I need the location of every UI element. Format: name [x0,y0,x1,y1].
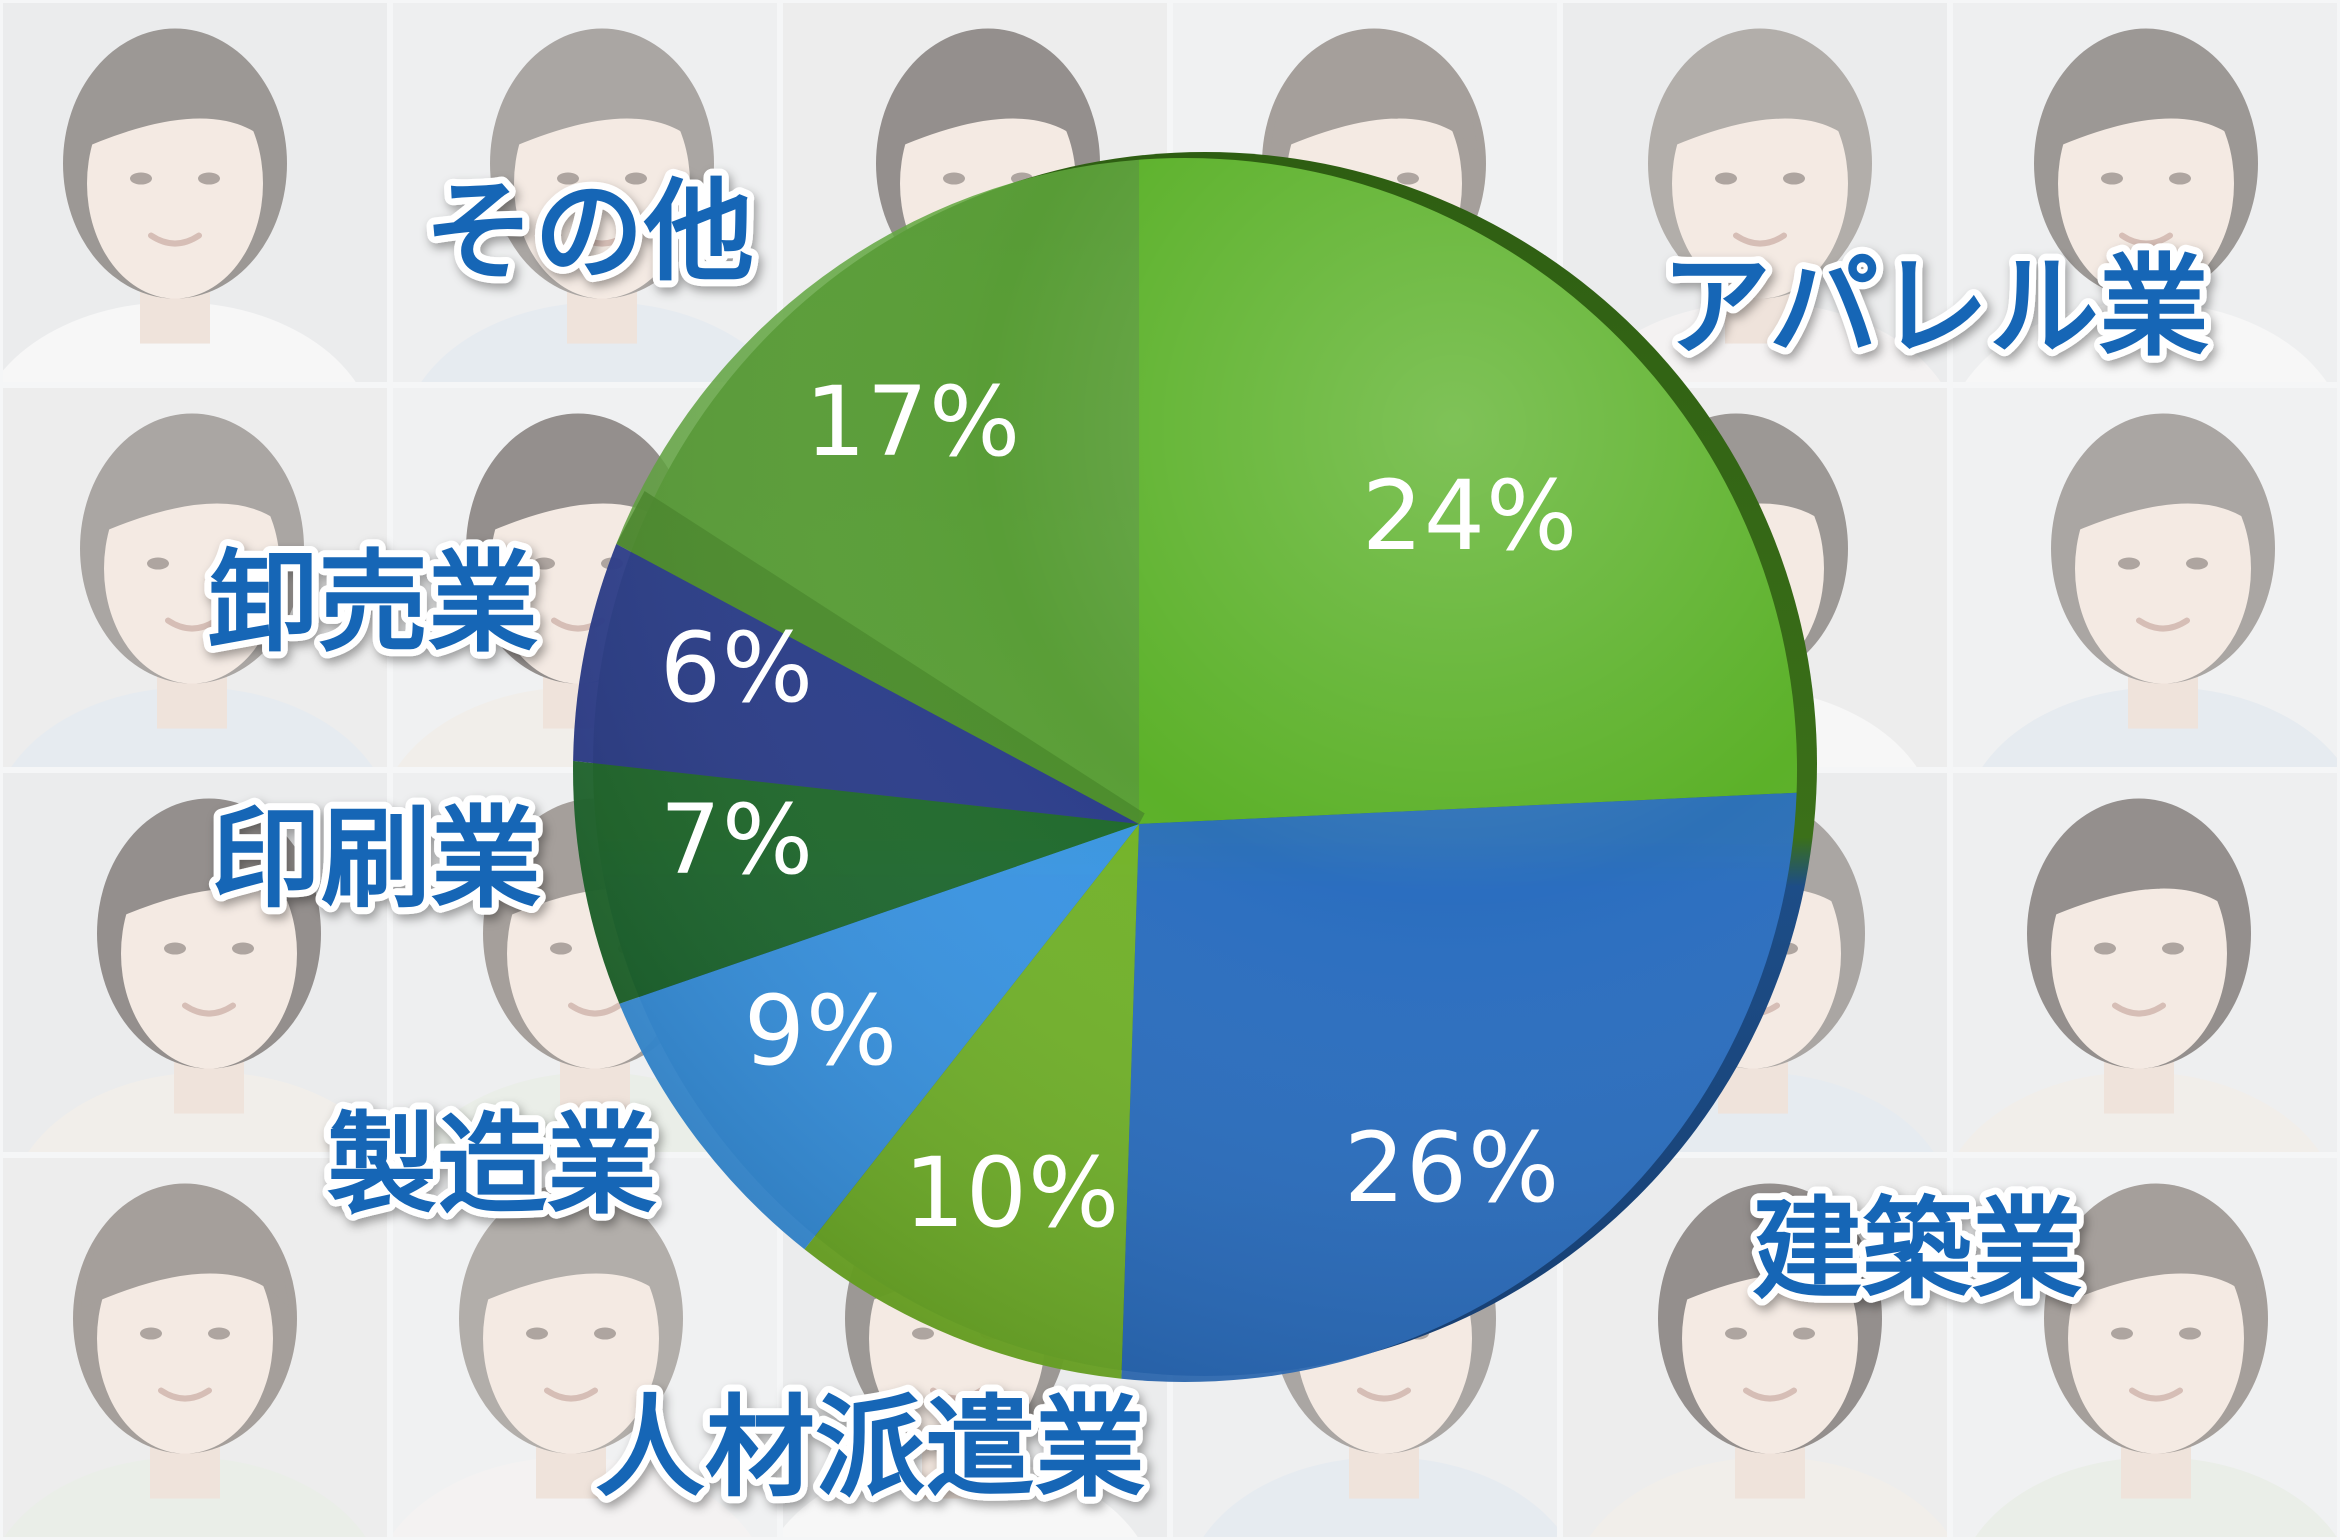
category-label-construction: 建築業 [1752,1186,2082,1314]
category-label-printing: 印刷業 [211,795,541,923]
portrait-eye [208,1327,230,1340]
portrait-mouth [2136,617,2190,632]
portrait-fringe [1270,33,1478,154]
portrait-eye [550,942,572,955]
portrait-eye [2169,172,2191,185]
portrait-fringe [884,33,1092,154]
portrait-mouth [165,617,219,632]
portrait-tile [3,388,387,767]
portrait-tile [3,1158,387,1537]
portrait-eye [130,172,152,185]
portrait-eye [140,1327,162,1340]
portrait-eye [2101,172,2123,185]
portrait-mouth [1357,1387,1411,1402]
portrait-fringe [498,33,706,154]
data-label-construction: 26% [1344,1112,1560,1224]
portrait-tile [1953,388,2337,767]
portrait-fringe [2059,418,2267,539]
portrait-eye [2162,942,2184,955]
portrait-eye [2111,1327,2133,1340]
portrait-eye [533,557,555,570]
portrait-tile [1953,1158,2337,1537]
portrait-mouth [544,1387,598,1402]
portrait-mouth [182,1002,236,1017]
portrait-fringe [88,418,296,539]
data-label-apparel: 24% [1362,460,1578,572]
portrait-eye [1793,1327,1815,1340]
portrait-mouth [158,1387,212,1402]
portrait-tile [3,773,387,1152]
portrait-mouth [2119,232,2173,247]
portrait-mouth [2129,1387,2183,1402]
portrait-fringe [1656,33,1864,154]
category-labels: アパレル業 建築業 人材派遣業 製造業 印刷業 卸売業 その他 [201,161,2216,1519]
portrait-eye [2179,1327,2201,1340]
portrait-eye [198,172,220,185]
portrait-fringe [71,33,279,154]
portrait-tile [1953,3,2337,382]
portrait-eye [215,557,237,570]
data-label-manufacturing: 9% [744,975,898,1087]
portrait-mouth [2112,1002,2166,1017]
data-label-wholesale: 6% [660,612,814,724]
pie-chart [573,152,1817,1383]
category-label-staffing: 人材派遣業 [595,1384,1145,1512]
portrait-fringe [2052,1188,2260,1309]
category-label-other: その他 [424,168,754,296]
portrait-fringe [105,803,313,924]
portrait-eye [526,1327,548,1340]
portrait-eye [2094,942,2116,955]
data-labels: 24% 26% 10% 9% 7% 6% 17% [660,366,1578,1249]
category-label-manufacturing: 製造業 [327,1101,657,1229]
portrait-mouth [148,232,202,247]
data-label-staffing: 10% [904,1137,1120,1249]
portrait-mouth [1743,1387,1797,1402]
portrait-eye [232,942,254,955]
portrait-eye [2186,557,2208,570]
portrait-eye [2118,557,2140,570]
portrait-eye [164,942,186,955]
portrait-fringe [2042,33,2250,154]
data-label-other: 17% [805,366,1021,478]
portrait-fringe [2035,803,2243,924]
portrait-tile [3,3,387,382]
portrait-mouth [930,1387,984,1402]
portrait-fringe [81,1188,289,1309]
portrait-eye [147,557,169,570]
portrait-tile [1953,773,2337,1152]
category-label-wholesale: 卸売業 [208,539,538,667]
category-label-apparel: アパレル業 [1661,243,2209,371]
data-label-printing: 7% [660,784,814,896]
